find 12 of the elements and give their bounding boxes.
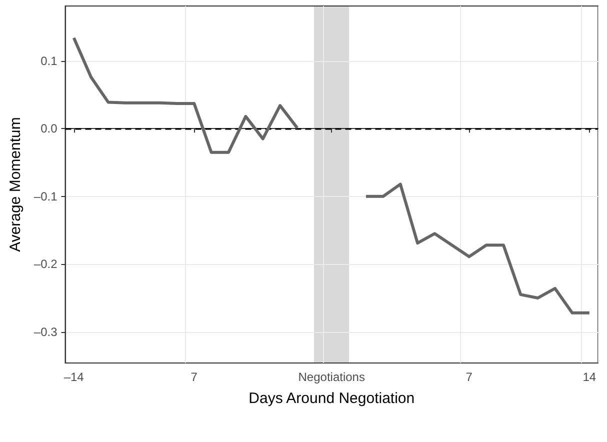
y-tick-label: –0.1 (34, 189, 58, 204)
y-axis-title: Average Momentum (7, 117, 24, 252)
x-tick-label: –14 (64, 370, 84, 384)
y-tick-label: –0.3 (34, 324, 58, 339)
y-tick-label: 0.0 (40, 122, 58, 136)
x-tick-label: 14 (582, 370, 596, 384)
x-tick-label: 7 (190, 370, 198, 384)
x-tick-label: Negotiations (298, 370, 365, 384)
x-tick-label: 7 (466, 370, 473, 384)
y-tick-label: –0.2 (34, 257, 58, 272)
x-axis-title: Days Around Negotiation (248, 390, 415, 407)
y-tick-label: 0.1 (40, 54, 58, 68)
